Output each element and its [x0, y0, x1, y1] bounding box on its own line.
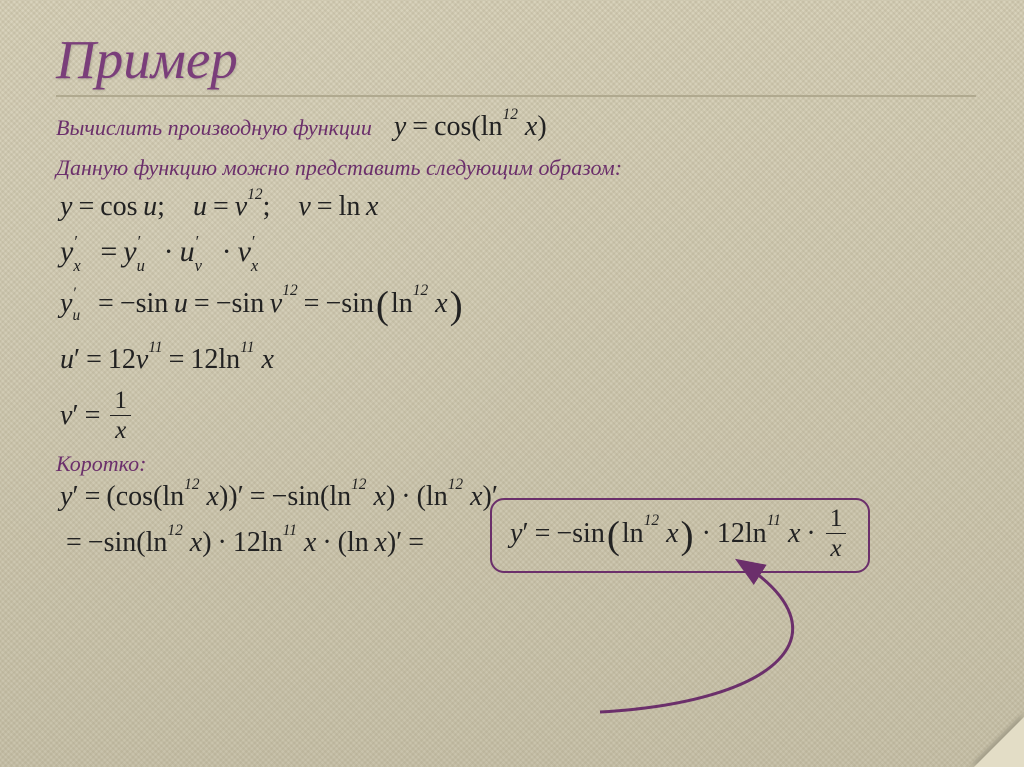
short-label: Коротко:	[56, 451, 976, 477]
eq-given: y=cos(ln12 x)	[394, 111, 547, 143]
prompt2-text: Данную функцию можно представить следующ…	[56, 155, 976, 181]
result-box: y′=−sin(ln12 x)·12ln11 x· 1 x	[490, 498, 870, 573]
eq-vprime: v′= 1 x	[60, 388, 976, 443]
prompt-text: Вычислить производную функции	[56, 115, 372, 141]
eq-yu: y′u =−sin u =−sin v12 =−sin(ln12 x)	[60, 281, 976, 326]
eq-subst: y=cos u; u=v12; v=ln x	[60, 191, 976, 223]
prompt-line: Вычислить производную функции y=cos(ln12…	[56, 111, 976, 143]
eq-chain: y′x = y′u · u′v · v′x	[60, 235, 976, 269]
arrow	[580, 552, 900, 722]
eq-uprime: u′=12v11 =12ln11 x	[60, 344, 976, 376]
page-title: Пример	[56, 28, 976, 91]
slide: Пример Вычислить производную функции y=c…	[0, 0, 1024, 767]
title-rule	[56, 95, 976, 97]
page-curl	[968, 711, 1024, 767]
